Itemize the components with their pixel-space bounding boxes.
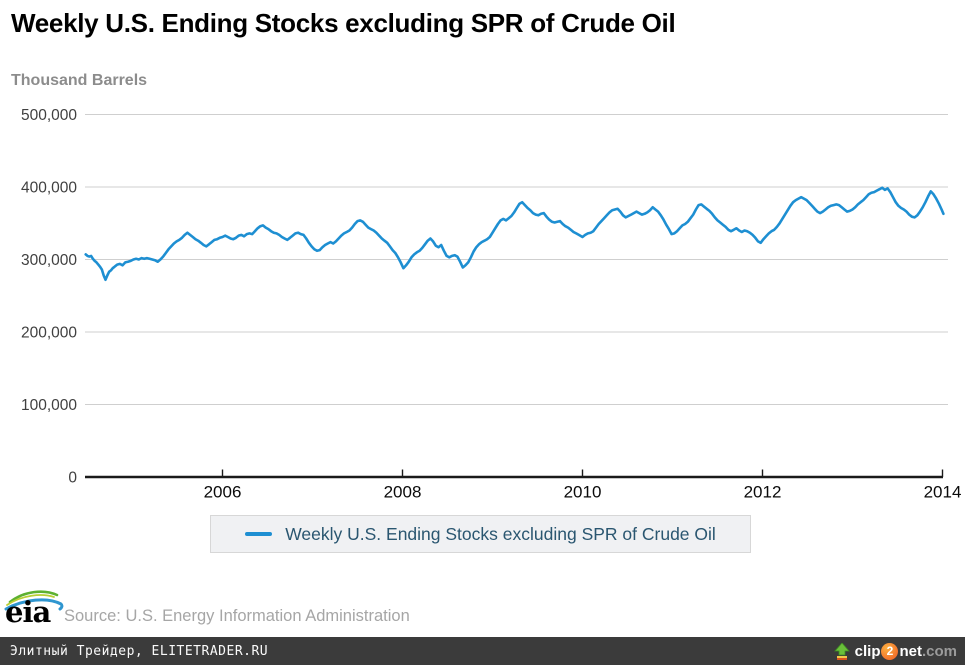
clip2net-wordmark: clip 2 net .com [854,642,957,660]
legend-line-sample-icon [245,532,273,536]
watermark-bar: Элитный Трейдер, ELITETRADER.RU clip 2 n… [0,637,965,665]
eia-swoosh-icon [4,590,64,611]
x-tick-label: 2012 [744,483,782,502]
site-label: Элитный Трейдер, ELITETRADER.RU [10,643,269,659]
clip2net-net: net [899,642,922,660]
clip2net-clip: clip [854,642,881,660]
chart-legend: Weekly U.S. Ending Stocks excluding SPR … [210,515,751,553]
x-tick-label: 2014 [924,483,962,502]
y-tick-label: 500,000 [21,107,77,124]
x-tick-label: 2006 [204,483,242,502]
upload-arrow-icon [833,642,850,660]
y-tick-label: 200,000 [21,325,77,342]
eia-logo-text: eia [5,595,51,629]
x-tick-label: 2010 [564,483,602,502]
clip2net-logo: clip 2 net .com [833,637,957,665]
chart-canvas: 0 100,000 200,000 300,000 400,000 500,000 2006… [21,107,962,502]
y-tick-label: 300,000 [21,252,77,269]
eia-logo: eia [4,588,64,634]
clip2net-dotcom: .com [921,642,957,660]
y-tick-label: 100,000 [21,397,77,414]
series-line-weekly-stocks [84,186,945,282]
clip2net-two-badge: 2 [881,642,899,660]
y-tick-label: 400,000 [21,180,77,197]
y-tick-label: 0 [68,470,77,487]
source-attribution: Source: U.S. Energy Information Administ… [64,607,410,625]
legend-label: Weekly U.S. Ending Stocks excluding SPR … [285,523,716,544]
y-axis-title: Thousand Barrels [11,72,148,89]
x-tick-label: 2008 [384,483,422,502]
chart-title: Weekly U.S. Ending Stocks excluding SPR … [11,8,676,38]
